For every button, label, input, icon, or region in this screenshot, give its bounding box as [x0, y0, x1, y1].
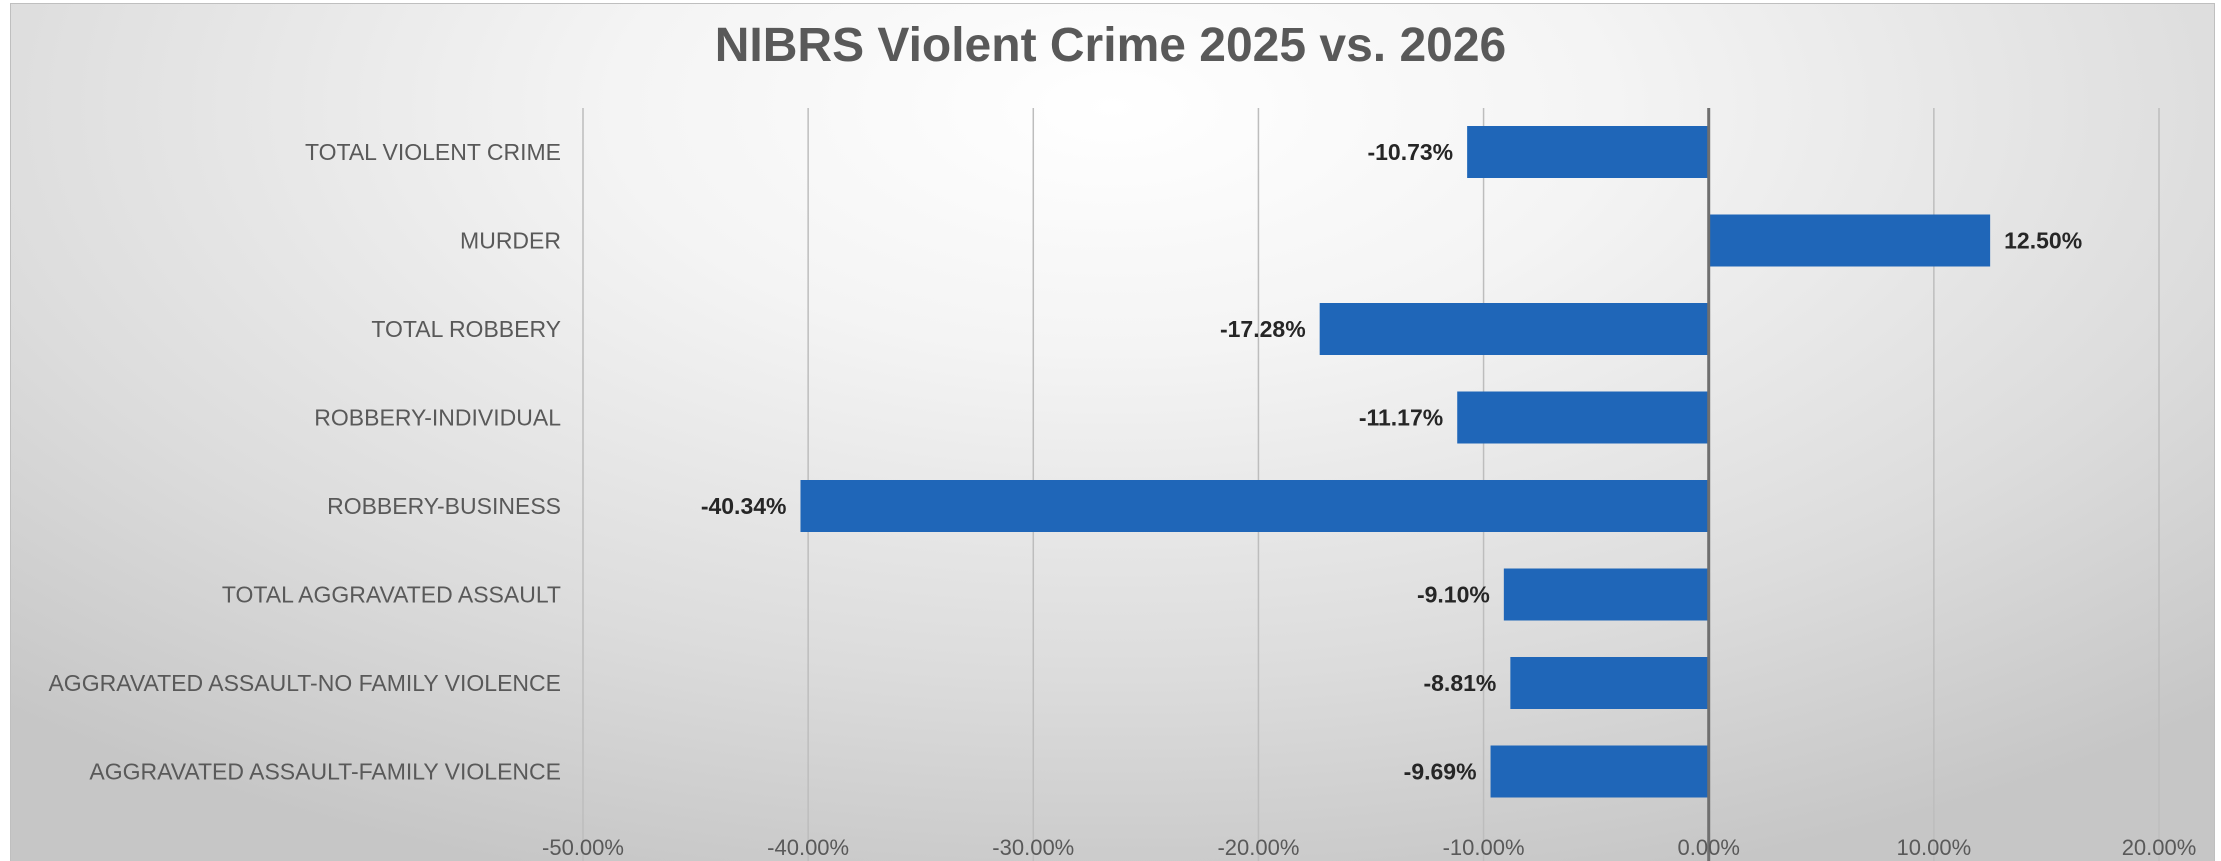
- x-tick-label: 20.00%: [2122, 835, 2197, 860]
- data-label: -11.17%: [1359, 405, 1443, 431]
- x-tick-label: -20.00%: [1217, 835, 1299, 860]
- bar: [1503, 568, 1709, 621]
- chart-area-background: [10, 3, 2215, 861]
- data-label: 12.50%: [2004, 228, 2082, 254]
- bar: [1490, 745, 1709, 798]
- x-tick-label: -40.00%: [767, 835, 849, 860]
- bar: [800, 480, 1709, 532]
- data-label: -9.69%: [1404, 759, 1477, 785]
- category-label: AGGRAVATED ASSAULT-FAMILY VIOLENCE: [89, 759, 561, 785]
- category-label: AGGRAVATED ASSAULT-NO FAMILY VIOLENCE: [48, 670, 561, 696]
- x-tick-label: 0.00%: [1678, 835, 1740, 860]
- bar: [1467, 126, 1709, 178]
- chart-title: NIBRS Violent Crime 2025 vs. 2026: [714, 19, 1507, 72]
- data-label: -17.28%: [1220, 316, 1306, 342]
- x-tick-label: 10.00%: [1897, 835, 1972, 860]
- category-label: TOTAL ROBBERY: [371, 316, 561, 342]
- category-label: MURDER: [460, 228, 561, 254]
- x-tick-label: -30.00%: [992, 835, 1074, 860]
- category-label: ROBBERY-BUSINESS: [327, 493, 561, 519]
- bar: [1457, 391, 1709, 444]
- data-label: -40.34%: [701, 493, 787, 519]
- category-label: TOTAL VIOLENT CRIME: [305, 139, 561, 165]
- x-tick-label: -50.00%: [542, 835, 624, 860]
- category-label: ROBBERY-INDIVIDUAL: [314, 405, 561, 431]
- bar: [1708, 214, 1991, 267]
- data-label: -10.73%: [1367, 139, 1453, 165]
- data-label: -9.10%: [1417, 582, 1490, 608]
- x-tick-label: -10.00%: [1443, 835, 1525, 860]
- category-label: TOTAL AGGRAVATED ASSAULT: [222, 582, 561, 608]
- data-label: -8.81%: [1423, 670, 1496, 696]
- bar: [1510, 657, 1709, 709]
- bar: [1319, 303, 1709, 355]
